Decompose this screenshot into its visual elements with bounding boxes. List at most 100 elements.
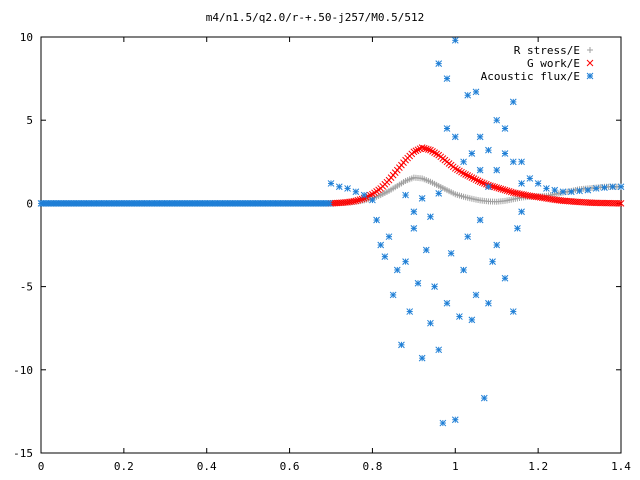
data-point (456, 313, 463, 320)
data-point (464, 172, 472, 179)
data-point (422, 246, 430, 254)
x-tick-label: 1.4 (611, 460, 631, 473)
data-point (354, 196, 362, 204)
data-point (352, 188, 360, 196)
data-point (335, 183, 343, 191)
x-tick-label: 0.6 (280, 460, 300, 473)
data-point (478, 179, 486, 186)
data-point (410, 208, 418, 216)
data-point (480, 394, 488, 402)
data-point (485, 299, 492, 307)
data-point (518, 158, 525, 166)
data-point (470, 175, 478, 183)
data-point (493, 116, 501, 124)
data-point (472, 176, 480, 184)
data-point (526, 175, 534, 182)
x-tick-label: 1.2 (528, 460, 548, 473)
y-tick-label: 10 (20, 31, 33, 44)
series-layer (37, 36, 625, 427)
data-point (418, 354, 426, 362)
data-point (406, 308, 414, 315)
data-point (460, 266, 467, 274)
data-point (443, 75, 451, 82)
data-point (443, 125, 451, 132)
x-tick-label: 0.8 (362, 460, 382, 473)
data-point (505, 187, 513, 195)
data-point (389, 291, 397, 299)
data-point (514, 225, 521, 232)
data-point (567, 188, 575, 196)
data-point (472, 88, 480, 96)
data-point (464, 91, 472, 99)
data-point (468, 150, 476, 157)
data-point (344, 185, 351, 192)
data-point (617, 200, 625, 207)
data-point (369, 196, 376, 204)
data-point (435, 60, 443, 67)
plot-frame (40, 36, 622, 454)
series-2 (37, 36, 625, 427)
data-point (509, 308, 517, 315)
data-point (418, 195, 426, 202)
data-point (420, 144, 428, 152)
legend-marker (586, 59, 594, 67)
data-point (495, 184, 503, 192)
legend-label: G work/E (527, 57, 580, 70)
data-point (584, 186, 592, 194)
data-point (468, 316, 476, 324)
data-point (559, 188, 567, 196)
data-point (327, 180, 335, 187)
data-point (418, 144, 426, 152)
data-point (460, 170, 467, 177)
x-tick-label: 0 (38, 460, 45, 473)
y-tick-label: -10 (13, 364, 33, 377)
data-point (427, 213, 434, 221)
y-tick-label: 0 (26, 197, 33, 210)
data-point (476, 166, 484, 174)
data-point (443, 299, 451, 307)
data-point (609, 183, 617, 191)
data-point (476, 178, 484, 186)
data-point (431, 283, 438, 290)
data-point (617, 183, 625, 191)
data-point (373, 216, 380, 224)
x-tick-label: 0.4 (197, 460, 217, 473)
data-point (497, 185, 505, 193)
data-point (543, 185, 550, 192)
data-point (414, 146, 422, 154)
data-point (509, 98, 517, 106)
data-point (499, 186, 507, 193)
y-tick-label: 5 (26, 114, 33, 127)
data-point (460, 158, 467, 166)
legend-marker (587, 47, 593, 53)
y-tick-label: -5 (20, 281, 33, 294)
data-point (491, 183, 498, 191)
data-point (501, 186, 509, 194)
data-point (402, 191, 409, 199)
data-point (414, 279, 422, 287)
data-point (601, 184, 608, 191)
data-point (435, 190, 443, 197)
data-point (501, 125, 509, 132)
data-point (464, 233, 472, 241)
data-point (509, 158, 517, 166)
legend-label: R stress/E (514, 44, 580, 57)
data-point (381, 253, 389, 261)
data-point (576, 187, 583, 195)
data-point (393, 266, 401, 274)
data-point (439, 419, 447, 427)
chart-title: m4/n1.5/q2.0/r-+.50-j257/M0.5/512 (206, 11, 425, 24)
data-point (451, 36, 459, 44)
data-point (385, 233, 393, 241)
data-point (451, 416, 459, 424)
data-point (485, 183, 492, 191)
data-point (534, 180, 542, 187)
data-point (352, 197, 360, 205)
data-point (462, 171, 469, 178)
x-tick-label: 1 (452, 460, 459, 473)
data-point (468, 174, 476, 181)
data-point (485, 146, 492, 154)
data-point (451, 133, 459, 141)
data-point (412, 147, 420, 155)
data-point (501, 150, 509, 157)
